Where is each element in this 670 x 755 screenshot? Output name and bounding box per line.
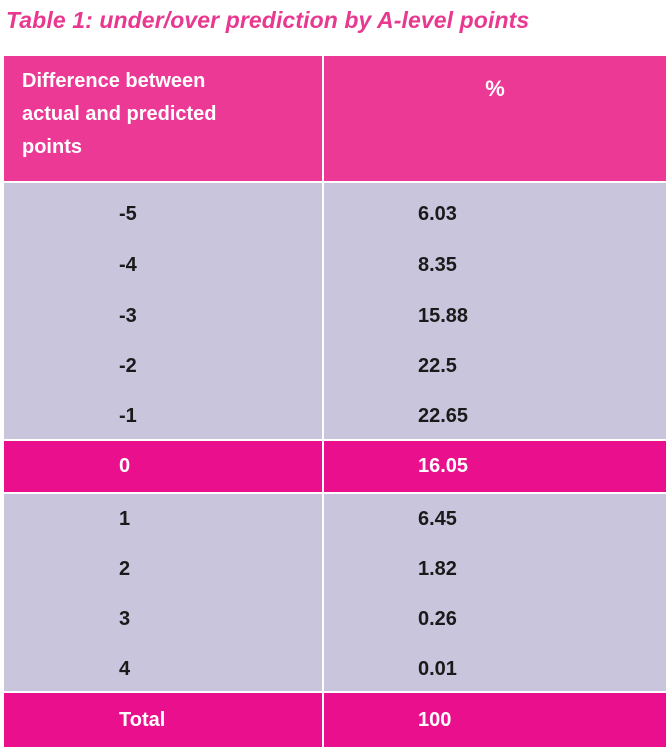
percent-cell: 16.05 bbox=[418, 455, 469, 477]
percent-cell: 6.03 bbox=[418, 203, 457, 225]
difference-cell: 4 bbox=[119, 658, 131, 680]
header-percent: % bbox=[324, 56, 666, 181]
percent-cell: 0.01 bbox=[418, 658, 457, 680]
table-header-row: Difference between actual and predicted … bbox=[4, 56, 666, 181]
percent-cell: 22.65 bbox=[418, 405, 469, 427]
percent-cell: 15.88 bbox=[418, 305, 469, 327]
difference-cell: -1 bbox=[119, 405, 137, 427]
header-difference: Difference between actual and predicted … bbox=[4, 56, 322, 181]
zero-row-left-bg bbox=[4, 441, 322, 492]
percent-cell: 6.45 bbox=[418, 508, 457, 530]
upper-block-right bbox=[324, 183, 666, 439]
header-difference-line-1: Difference between bbox=[22, 70, 206, 92]
percent-cell: 8.35 bbox=[418, 254, 457, 276]
difference-cell: -2 bbox=[119, 355, 137, 377]
upper-block-left bbox=[4, 183, 322, 439]
table-title: Table 1: under/over prediction by A-leve… bbox=[6, 7, 530, 33]
total-row-right-bg bbox=[324, 693, 666, 747]
total-label: Total bbox=[119, 709, 166, 731]
header-difference-line-2: actual and predicted bbox=[22, 103, 217, 125]
header-difference-line-3: points bbox=[22, 136, 82, 158]
difference-cell: -5 bbox=[119, 203, 137, 225]
total-percent: 100 bbox=[418, 709, 452, 731]
lower-block-left bbox=[4, 494, 322, 691]
percent-cell: 22.5 bbox=[418, 355, 457, 377]
lower-block-right bbox=[324, 494, 666, 691]
difference-cell: 3 bbox=[119, 608, 131, 630]
difference-cell: 2 bbox=[119, 558, 131, 580]
difference-cell: 0 bbox=[119, 455, 131, 477]
total-row-left-bg bbox=[4, 693, 322, 747]
percent-cell: 1.82 bbox=[418, 558, 457, 580]
percent-cell: 0.26 bbox=[418, 608, 457, 630]
difference-cell: 1 bbox=[119, 508, 131, 530]
zero-row-right-bg bbox=[324, 441, 666, 492]
difference-cell: -4 bbox=[119, 254, 137, 276]
difference-cell: -3 bbox=[119, 305, 137, 327]
